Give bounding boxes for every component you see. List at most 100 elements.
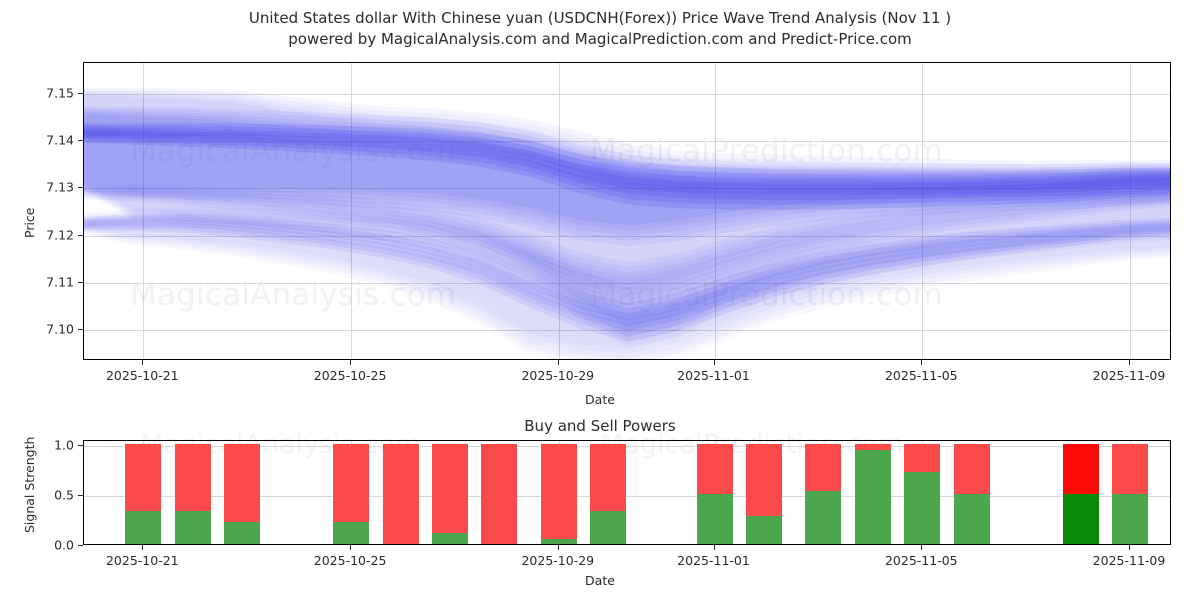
signal-bar — [590, 444, 627, 544]
date-tick-mark — [713, 360, 715, 365]
buy-sell-plot-area — [83, 440, 1171, 545]
date-tick-mark — [921, 360, 923, 365]
date-tick-mark — [921, 545, 923, 550]
signal-bar — [432, 444, 468, 544]
sell-power-segment — [125, 444, 162, 511]
signal-gridline — [84, 496, 1170, 497]
wave-band — [84, 130, 1170, 210]
sell-power-segment — [590, 444, 627, 511]
buy-sell-chart-panel: MagicalAnalysis.com MagicalPrediction.co… — [0, 405, 1200, 600]
sell-power-segment — [333, 444, 370, 522]
date-tick-mark — [557, 545, 559, 550]
signal-gridline — [84, 446, 1170, 447]
price-wave-chart-panel: MagicalAnalysis.com MagicalPrediction.co… — [22, 62, 1171, 407]
signal-bar — [382, 444, 419, 544]
date-tick-label: 2025-10-25 — [313, 368, 387, 383]
date-tick-mark — [350, 545, 352, 550]
buy-sell-title: Buy and Sell Powers — [524, 417, 676, 435]
sell-power-segment — [174, 444, 211, 511]
date-tick-label: 2025-11-05 — [884, 553, 958, 568]
date-tick-mark — [142, 545, 144, 550]
signal-bar — [125, 444, 162, 544]
date-tick-label: 2025-11-01 — [677, 553, 750, 568]
buy-power-segment — [333, 522, 370, 544]
date-tick-label: 2025-10-29 — [521, 368, 595, 383]
buy-power-segment — [125, 511, 162, 544]
sell-power-segment — [854, 444, 891, 450]
price-gridline — [84, 188, 1170, 190]
signal-bar — [904, 444, 941, 544]
wave-band — [84, 126, 1170, 200]
wave-band — [84, 125, 1170, 195]
price-tick-mark — [78, 140, 83, 141]
signal-bar — [540, 444, 577, 544]
signal-tick-mark — [78, 445, 83, 446]
date-tick-mark — [1129, 545, 1130, 550]
date-tick-label: 2025-10-21 — [105, 553, 179, 568]
price-gridline — [84, 93, 1170, 95]
price-plot-area — [83, 62, 1171, 360]
date-tick-label: 2025-11-01 — [677, 368, 750, 383]
sell-power-segment — [953, 444, 990, 494]
signal-tick-mark — [78, 495, 83, 496]
wave-band — [84, 110, 1170, 236]
price-wave-bands — [84, 87, 1170, 348]
wave-band — [84, 190, 1170, 301]
signal-bar — [696, 444, 733, 544]
wave-band — [84, 186, 1170, 291]
date-axis-label-bottom: Date — [585, 573, 615, 588]
wave-band — [84, 191, 1170, 306]
wave-band — [84, 106, 1170, 226]
buy-power-segment — [540, 539, 577, 544]
price-tick-label: 7.15 — [46, 85, 74, 101]
signal-bar — [1112, 444, 1148, 544]
price-tick-mark — [78, 329, 83, 331]
signal-bar — [854, 444, 891, 544]
wave-band — [84, 108, 1170, 231]
buy-power-segment — [224, 522, 261, 544]
date-tick-mark — [713, 545, 715, 550]
wave-band — [84, 184, 1170, 285]
price-tick-label: 7.13 — [46, 179, 74, 195]
buy-power-segment — [174, 511, 211, 544]
price-axis-label: Price — [22, 207, 37, 239]
signal-bar — [174, 444, 211, 544]
price-tick-label: 7.10 — [46, 321, 74, 337]
signal-tick-label: 0.0 — [54, 537, 74, 553]
sell-power-segment — [904, 444, 941, 472]
buy-power-segment — [696, 494, 733, 544]
date-tick-label: 2025-10-29 — [521, 553, 595, 568]
wave-band — [84, 128, 1170, 205]
date-tick-mark — [1129, 360, 1130, 365]
signal-bar — [1062, 444, 1099, 544]
signal-tick-label: 1.0 — [54, 437, 74, 453]
date-gridline — [922, 63, 924, 359]
date-gridline — [1130, 63, 1131, 359]
wave-band — [84, 123, 1170, 191]
date-gridline — [558, 63, 560, 359]
price-tick-mark — [78, 92, 83, 94]
date-tick-label: 2025-11-09 — [1092, 553, 1166, 568]
date-tick-mark — [142, 360, 144, 365]
date-tick-mark — [350, 360, 352, 365]
sell-power-segment — [224, 444, 261, 522]
price-gridline — [84, 283, 1170, 284]
buy-power-segment — [953, 494, 990, 544]
sell-power-segment — [481, 444, 518, 544]
price-gridline — [84, 141, 1170, 142]
sell-power-segment — [1062, 444, 1099, 494]
title-line-1: United States dollar With Chinese yuan (… — [248, 9, 952, 27]
wave-band — [84, 93, 1170, 343]
buy-power-segment — [904, 472, 941, 544]
date-tick-label: 2025-10-25 — [313, 553, 387, 568]
sell-power-segment — [432, 444, 468, 533]
signal-bar — [224, 444, 261, 544]
wave-band — [84, 87, 1170, 327]
signal-bar — [805, 444, 842, 544]
date-tick-label: 2025-11-05 — [884, 368, 958, 383]
price-tick-mark — [78, 282, 83, 283]
price-tick-label: 7.11 — [46, 274, 74, 290]
signal-strength-axis-label: Signal Strength — [22, 436, 37, 533]
sell-power-segment — [696, 444, 733, 494]
